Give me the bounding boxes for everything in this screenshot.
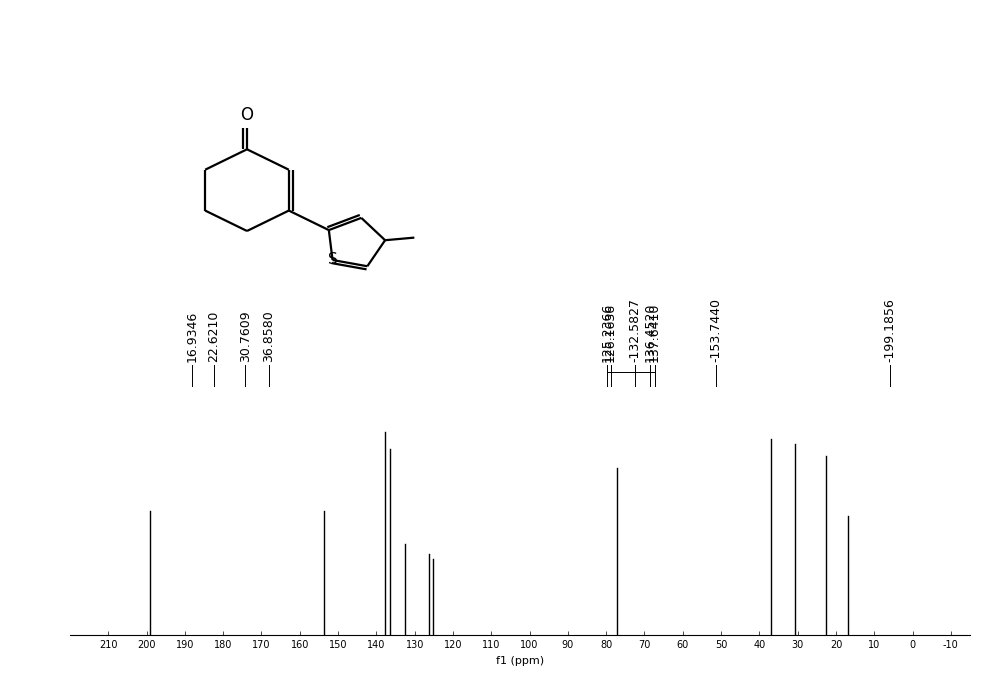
Text: 36.8580: 36.8580 (262, 310, 275, 362)
Text: 137.6410: 137.6410 (648, 303, 661, 362)
Text: 22.6210: 22.6210 (208, 311, 221, 362)
Text: 126.1636: 126.1636 (604, 303, 617, 362)
Text: O: O (240, 107, 254, 124)
Text: S: S (328, 253, 337, 268)
Text: 136.4520: 136.4520 (644, 303, 657, 362)
Text: -132.5827: -132.5827 (629, 298, 642, 362)
X-axis label: f1 (ppm): f1 (ppm) (496, 656, 544, 666)
Text: 16.9346: 16.9346 (186, 311, 199, 362)
Text: 125.2366: 125.2366 (601, 303, 614, 362)
Text: 30.7609: 30.7609 (239, 310, 252, 362)
Text: -153.7440: -153.7440 (710, 298, 723, 362)
Text: -199.1856: -199.1856 (884, 298, 897, 362)
